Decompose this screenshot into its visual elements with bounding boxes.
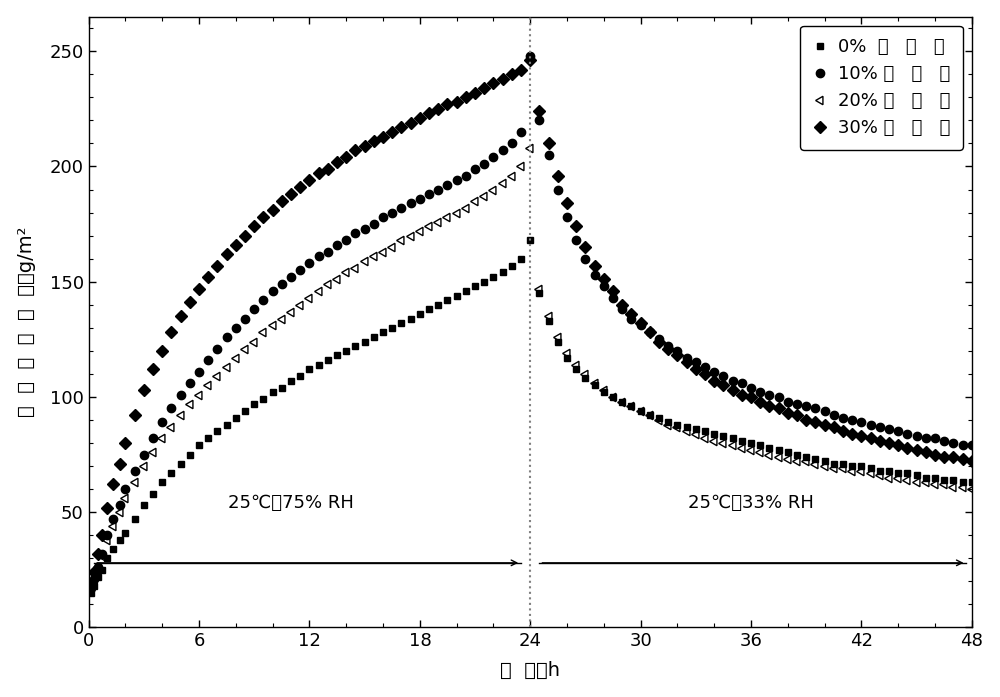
- Legend: 0%  海   泡   石, 10% 海   泡   石, 20% 海   泡   石, 30% 海   泡   石: 0% 海 泡 石, 10% 海 泡 石, 20% 海 泡 石, 30% 海 泡 …: [800, 26, 963, 150]
- 0%  海   泡   石: [85, 588, 97, 597]
- 0%  海   泡   石: [929, 473, 941, 482]
- 0%  海   泡   石: [230, 413, 242, 422]
- 30% 海   泡   石: [929, 450, 941, 459]
- 30% 海   泡   石: [901, 443, 913, 452]
- 30% 海   泡   石: [267, 206, 279, 215]
- 0%  海   泡   石: [524, 236, 536, 245]
- 30% 海   泡   石: [85, 582, 97, 590]
- 10% 海   泡   石: [230, 323, 242, 332]
- 10% 海   泡   石: [901, 429, 913, 438]
- 20% 海   泡   石: [607, 392, 619, 401]
- 10% 海   泡   石: [607, 293, 619, 302]
- 30% 海   泡   石: [966, 457, 978, 466]
- Line: 0%  海   泡   石: 0% 海 泡 石: [87, 237, 975, 596]
- 20% 海   泡   石: [85, 586, 97, 595]
- 20% 海   泡   石: [230, 353, 242, 362]
- 10% 海   泡   石: [524, 52, 536, 60]
- 10% 海   泡   石: [267, 286, 279, 295]
- 0%  海   泡   石: [533, 289, 545, 298]
- Y-axis label: 水  蒸  气  吸  附  量，g/m²: 水 蒸 气 吸 附 量，g/m²: [17, 227, 36, 418]
- 0%  海   泡   石: [607, 392, 619, 401]
- Text: 25℃，75% RH: 25℃，75% RH: [228, 494, 354, 512]
- X-axis label: 时  间，h: 时 间，h: [500, 661, 560, 680]
- Text: 25℃，33% RH: 25℃，33% RH: [688, 494, 814, 512]
- 30% 海   泡   石: [607, 286, 619, 295]
- Line: 10% 海   泡   石: 10% 海 泡 石: [86, 52, 976, 592]
- Line: 30% 海   泡   石: 30% 海 泡 石: [86, 56, 976, 590]
- 0%  海   泡   石: [267, 388, 279, 397]
- 10% 海   泡   石: [85, 584, 97, 592]
- 30% 海   泡   石: [533, 107, 545, 115]
- 30% 海   泡   石: [230, 240, 242, 249]
- 20% 海   泡   石: [267, 321, 279, 330]
- 20% 海   泡   石: [524, 144, 536, 152]
- 20% 海   泡   石: [901, 475, 913, 484]
- 20% 海   泡   石: [966, 485, 978, 493]
- 30% 海   泡   石: [524, 56, 536, 65]
- 10% 海   泡   石: [966, 441, 978, 450]
- 10% 海   泡   石: [533, 116, 545, 125]
- 0%  海   泡   石: [966, 478, 978, 487]
- 10% 海   泡   石: [929, 434, 941, 443]
- 0%  海   泡   石: [901, 469, 913, 477]
- 20% 海   泡   石: [533, 284, 545, 293]
- Line: 20% 海   泡   石: 20% 海 泡 石: [86, 143, 977, 595]
- 20% 海   泡   石: [929, 480, 941, 489]
